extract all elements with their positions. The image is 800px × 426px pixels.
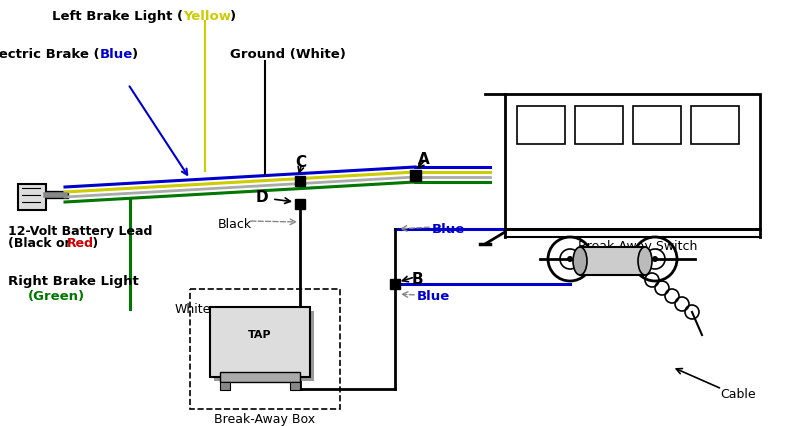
Text: Yellow: Yellow — [183, 10, 231, 23]
Bar — [633, 107, 681, 145]
Text: TAP: TAP — [248, 329, 272, 339]
Text: Electric Brake (: Electric Brake ( — [0, 48, 100, 61]
Text: ): ) — [230, 10, 236, 23]
Text: Break-Away Switch: Break-Away Switch — [578, 239, 698, 253]
Ellipse shape — [573, 248, 587, 275]
Text: Blue: Blue — [100, 48, 134, 61]
Text: ): ) — [132, 48, 138, 61]
Text: B: B — [412, 271, 424, 286]
Text: Cable: Cable — [720, 387, 756, 400]
Text: Blue: Blue — [417, 289, 450, 302]
Bar — [390, 279, 400, 289]
Bar — [18, 184, 46, 210]
Text: Left Brake Light (: Left Brake Light ( — [52, 10, 183, 23]
Bar — [580, 248, 645, 275]
Text: C: C — [295, 155, 306, 170]
Text: ): ) — [88, 236, 98, 249]
Text: Blue: Blue — [432, 222, 466, 236]
Bar — [505, 95, 760, 230]
Bar — [214, 311, 314, 381]
Text: D: D — [256, 190, 269, 204]
Text: Break-Away Box: Break-Away Box — [214, 412, 315, 425]
Text: Right Brake Light: Right Brake Light — [8, 274, 138, 287]
Text: White: White — [175, 302, 211, 315]
Text: (Black or: (Black or — [8, 236, 75, 249]
Text: A: A — [418, 152, 430, 167]
Text: Red: Red — [67, 236, 94, 249]
Ellipse shape — [638, 248, 652, 275]
Bar — [410, 170, 421, 181]
Bar — [220, 372, 300, 382]
Bar — [517, 107, 565, 145]
Bar — [691, 107, 739, 145]
Bar — [290, 382, 300, 390]
Bar — [220, 382, 230, 390]
Bar — [295, 177, 305, 187]
Bar — [190, 289, 340, 409]
Circle shape — [567, 256, 573, 262]
Bar — [575, 107, 623, 145]
Text: Ground (White): Ground (White) — [230, 48, 346, 61]
Text: 12-Volt Battery Lead: 12-Volt Battery Lead — [8, 225, 152, 237]
Bar — [295, 199, 305, 210]
Text: Black: Black — [218, 218, 252, 230]
Circle shape — [652, 256, 658, 262]
Text: (Green): (Green) — [28, 289, 85, 302]
Bar — [210, 307, 310, 377]
